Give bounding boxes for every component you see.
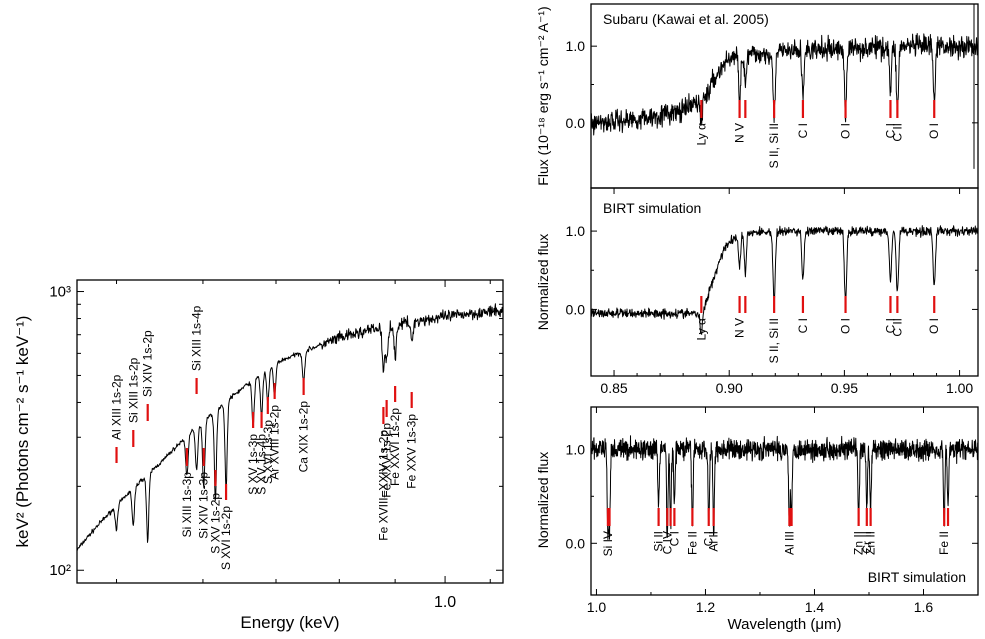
xray-y-tick-label: 10²: [49, 562, 71, 579]
birt_bottom-line-label: C I: [702, 531, 716, 546]
birt_bottom-line-label: Al III: [782, 531, 796, 555]
subaru-y-tick-label: 1.0: [566, 38, 586, 54]
xray-line-label: Si XIII 1s-4p: [190, 305, 204, 371]
birt_top-spectrum: [590, 225, 979, 335]
xray-plot-frame: [76, 279, 504, 584]
birt_bottom-x-tick-label: 1.4: [805, 599, 825, 615]
subaru-y-tick-label: 0.0: [566, 115, 586, 131]
xray-spectrum: [76, 303, 504, 552]
xray-x-tick-label: 1.0: [434, 594, 456, 611]
birt_bottom-y-tick-label: 1.0: [566, 441, 586, 457]
subaru-line-label: C II: [890, 123, 904, 142]
subaru-line-label: C I: [883, 123, 897, 138]
xray-y-axis-label: keV² (Photons cm⁻² s⁻¹ keV⁻¹): [13, 316, 32, 548]
subaru-line-label: O I: [927, 123, 941, 139]
xray-line-label: Si XIII 1s-2p: [126, 357, 140, 423]
birt_top-line-label: C I: [883, 318, 897, 333]
xray-line-label: Si XIV 1s-3p: [197, 472, 211, 539]
xray-line-label: Al XIII 1s-2p: [110, 374, 124, 440]
xray-line-label: S XV 1s-4p: [255, 434, 269, 495]
xray-line-label: Si XIII 1s-3p: [180, 472, 194, 538]
birt_bottom-title: BIRT simulation: [868, 569, 966, 585]
birt_top-line-label: Ly α: [694, 318, 708, 341]
subaru-line-label: C I: [796, 123, 810, 138]
birt_bottom-spectrum: [590, 435, 979, 540]
birt_top-line-label: C II: [890, 318, 904, 337]
birt_bottom-line-label: Zn II: [864, 531, 878, 555]
birt_top-line-label: C I: [796, 318, 810, 333]
birt_bottom-line-label: Si II: [652, 531, 666, 552]
birt_top-x-tick-label: 1.00: [946, 380, 973, 396]
subaru-title: Subaru (Kawai et al. 2005): [603, 11, 769, 27]
birt_top-x-tick-label: 0.85: [600, 380, 627, 396]
xray-x-axis-label: Energy (keV): [240, 613, 339, 632]
birt_bottom-line-label: Si IV: [601, 531, 615, 556]
subaru-line-label: N V: [733, 123, 747, 143]
subaru-spectrum: [590, 33, 979, 136]
xray-line-label: Si XIV 1s-2p: [141, 330, 155, 397]
birt_top-x-tick-label: 0.95: [831, 380, 858, 396]
birt_top-line-label: O I: [927, 318, 941, 334]
birt-bottom-plot-frame: [590, 406, 979, 596]
xray-line-label: Fe XVIII–XXIV 1s-2p: [376, 430, 390, 541]
subaru-y-axis-label: Flux (10⁻¹⁸ erg s⁻¹ cm⁻² A⁻¹): [535, 6, 551, 185]
subaru-plot-frame: [590, 3, 979, 189]
birt_top-y-tick-label: 1.0: [566, 223, 586, 239]
xray-line-label: Ar XVIII 1s-2p: [268, 405, 282, 480]
birt_bottom-line-label: Al II: [707, 531, 721, 552]
birt_bottom-line-label: C IV: [660, 531, 674, 554]
birt_top-y-tick-label: 0.0: [566, 301, 586, 317]
birt_top-line-label: N V: [733, 318, 747, 338]
birt_top-line-label: S II, Si II: [767, 318, 781, 363]
xray-line-label: Fe XXVI 1s-2p: [388, 408, 402, 486]
birt_bottom-line-label: Cr II: [860, 531, 874, 554]
birt_bottom-line-label: C I: [667, 531, 681, 546]
birt_bottom-line-label: Fe II: [685, 531, 699, 555]
subaru-line-label: O I: [839, 123, 853, 139]
xray-line-label: Ca XIX 1s-2p: [297, 401, 311, 473]
xray-line-label: Fe XXV 1s-2p: [380, 423, 394, 498]
birt_top-line-label: O I: [839, 318, 853, 334]
birt_bottom-x-tick-label: 1.6: [914, 599, 934, 615]
xray-line-label: S XV 1s-3p: [246, 434, 260, 495]
birt_bottom-x-tick-label: 1.0: [587, 599, 607, 615]
birt-top-plot-frame: [590, 187, 979, 377]
birt_bottom-line-label: Zn II: [852, 531, 866, 555]
birt_bottom-x-tick-label: 1.2: [696, 599, 716, 615]
birt_top-x-tick-label: 0.90: [716, 380, 743, 396]
birt_bottom-y-axis-label: Normalized flux: [535, 452, 551, 548]
subaru-line-label: S II, Si II: [767, 123, 781, 168]
xray-line-label: S XVI 1s-3p: [261, 420, 275, 484]
birt_bottom-x-axis-label: Wavelength (μm): [728, 616, 842, 633]
xray-y-tick-label: 10³: [49, 284, 71, 301]
xray-line-label: S XV 1s-2p: [208, 493, 222, 554]
birt_top-y-axis-label: Normalized flux: [535, 234, 551, 330]
xray-line-label: Fe XXV 1s-3p: [405, 414, 419, 489]
birt_bottom-y-tick-label: 0.0: [566, 535, 586, 551]
xray-line-label: S XVI 1s-2p: [219, 506, 233, 570]
subaru-line-label: Ly α: [694, 123, 708, 146]
birt_bottom-line-label: Fe II: [937, 531, 951, 555]
birt_top-title: BIRT simulation: [603, 200, 701, 216]
